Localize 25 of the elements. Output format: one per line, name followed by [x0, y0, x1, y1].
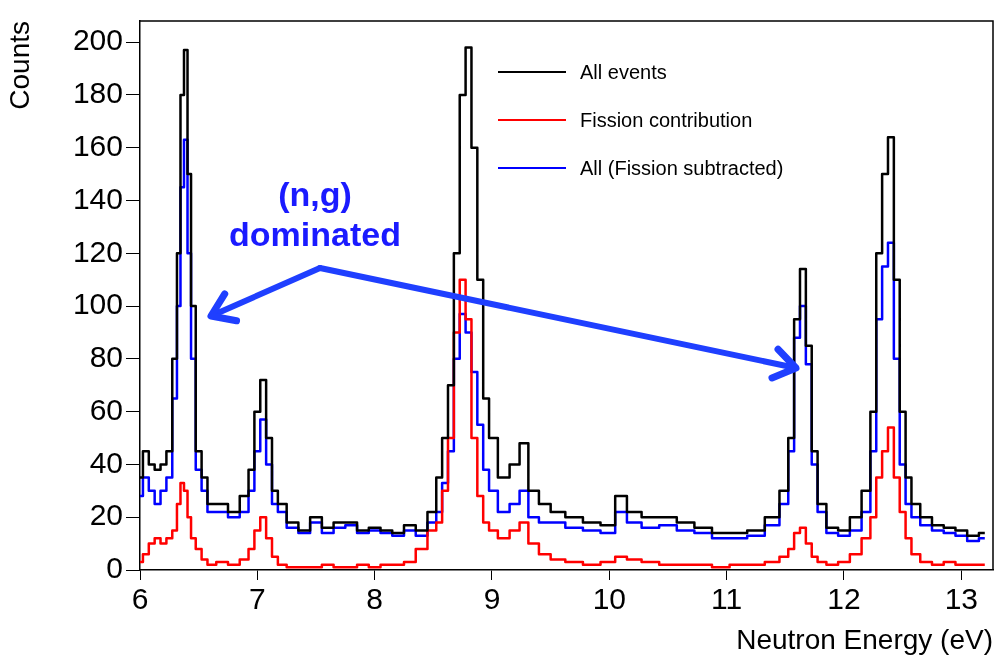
- y-tick-label: 0: [106, 551, 123, 585]
- y-tick-label: 60: [89, 392, 123, 426]
- y-tick-label: 80: [89, 340, 123, 374]
- y-tick-label: 160: [72, 128, 123, 162]
- y-tick-label: 40: [89, 445, 123, 479]
- x-tick-label: 12: [827, 582, 861, 616]
- x-tick-label: 10: [592, 582, 627, 616]
- x-axis-title: Neutron Energy (eV): [736, 623, 993, 655]
- y-axis-title: Counts: [3, 21, 35, 110]
- y-tick-label: 20: [89, 498, 123, 532]
- y-tick-label: 180: [72, 76, 123, 110]
- y-tick-label: 200: [72, 23, 123, 57]
- y-tick-label: 100: [72, 287, 123, 321]
- y-tick-label: 140: [72, 181, 123, 215]
- legend-label: Fission contribution: [580, 108, 753, 132]
- x-tick-label: 8: [366, 582, 384, 616]
- x-tick-label: 13: [944, 582, 979, 616]
- legend-label: All (Fission subtracted): [580, 156, 784, 180]
- x-tick-label: 11: [711, 582, 743, 616]
- legend-label: All events: [580, 60, 667, 84]
- y-tick-label: 120: [72, 234, 123, 268]
- x-tick-label: 7: [248, 582, 266, 616]
- x-tick-label: 9: [483, 582, 501, 616]
- annotation: (n,g) dominated: [228, 174, 402, 254]
- x-tick-label: 6: [131, 582, 149, 616]
